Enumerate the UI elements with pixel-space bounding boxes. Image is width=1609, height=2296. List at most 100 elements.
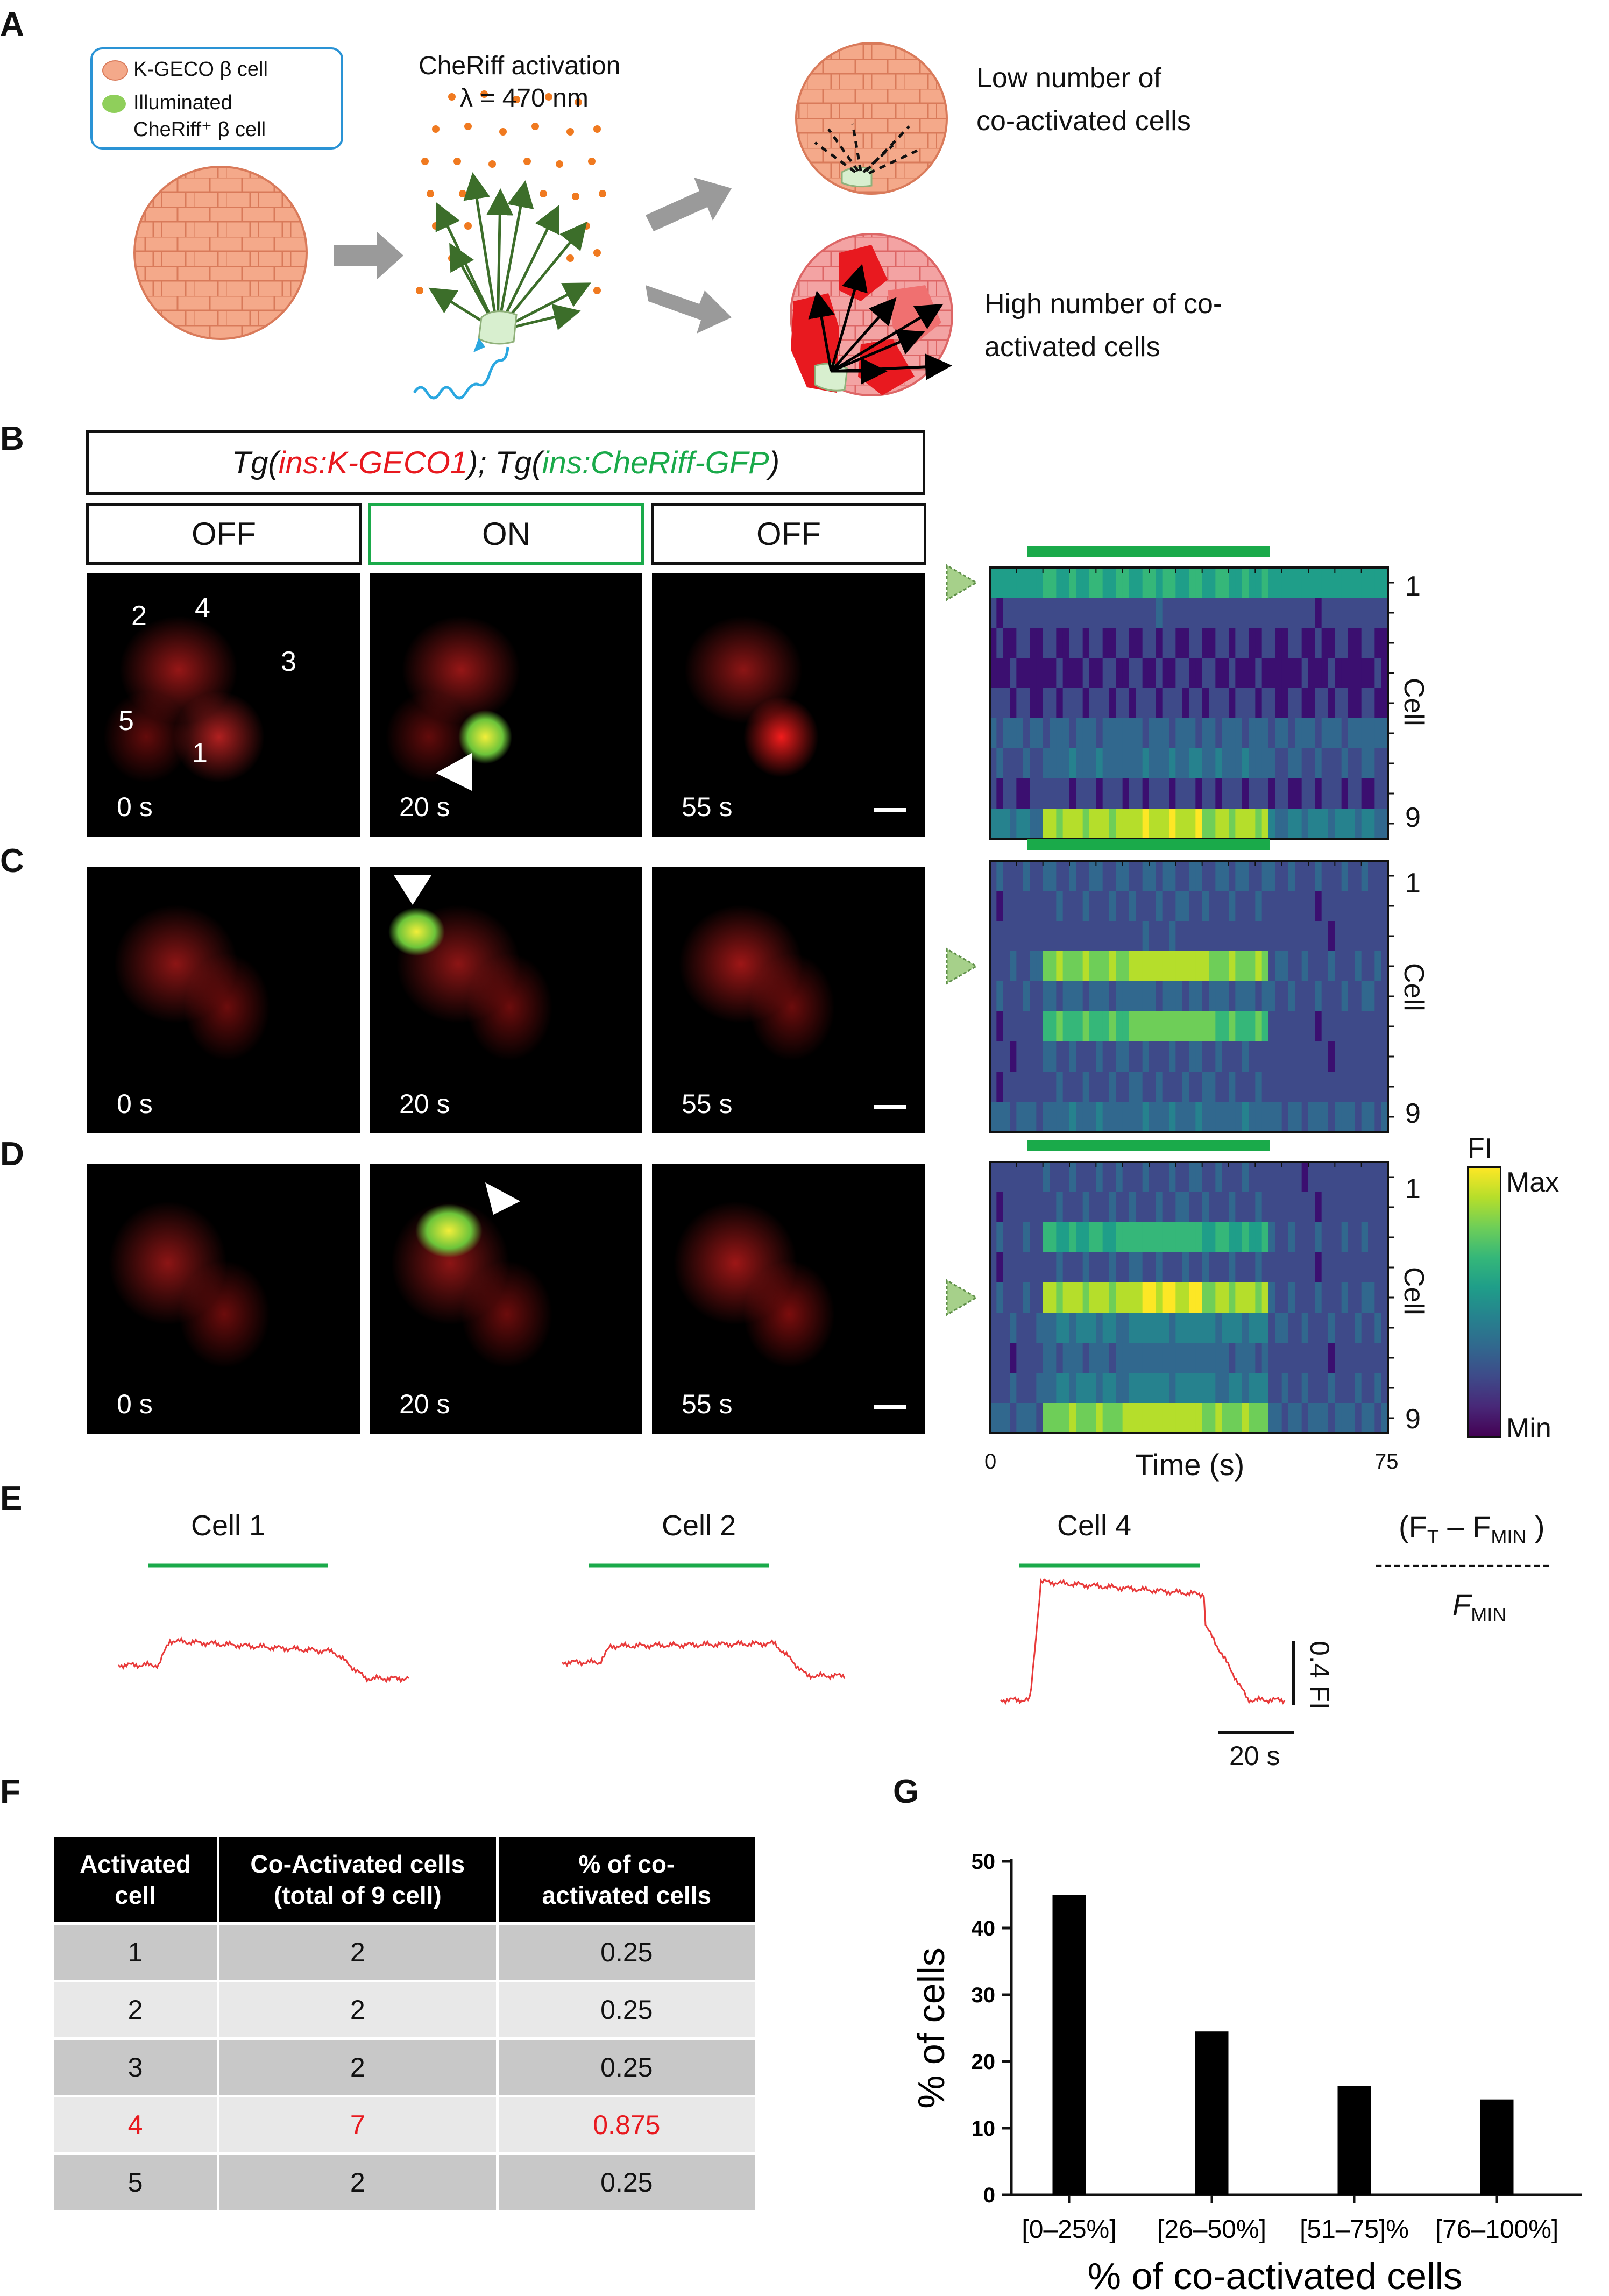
panel-label-a: A	[0, 6, 24, 43]
cell-number-3: 3	[281, 646, 296, 677]
micrograph-d-55s: 55 s	[652, 1164, 925, 1434]
panel-label-d: D	[0, 1136, 24, 1173]
activated-cell-arrow	[946, 947, 978, 985]
bar	[1480, 2099, 1514, 2195]
heatmap-c-axis-label: Cell	[1398, 963, 1429, 1011]
heatmap-b	[946, 546, 1394, 840]
time-label: 0 s	[117, 792, 153, 822]
time-axis-start: 0	[984, 1450, 997, 1473]
x-axis-label: % of co-activated cells	[1088, 2255, 1462, 2296]
x-tick-label: [76–100%]	[1435, 2215, 1559, 2244]
time-label: 20 s	[399, 792, 450, 822]
genotype-part-1: Tg(	[231, 445, 279, 480]
time-axis-title: Time (s)	[1135, 1448, 1245, 1482]
panel-label-g: G	[893, 1773, 919, 1810]
scale-bar	[874, 808, 906, 812]
scale-label-y: 0.4 FI	[1305, 1641, 1335, 1710]
low-coactivation-label-2: co-activated cells	[976, 105, 1191, 137]
micrograph-d-0s: 0 s	[87, 1164, 360, 1434]
trace-title-cell-2: Cell 2	[662, 1510, 736, 1542]
heatmap-d-row-9: 9	[1405, 1404, 1421, 1435]
legend-box	[90, 47, 343, 150]
scale-bar	[874, 1105, 906, 1109]
activated-cell-arrow	[946, 1279, 978, 1316]
y-tick-label: 50	[972, 1850, 996, 1874]
state-box-on: ON	[368, 503, 644, 565]
cell-number-5: 5	[118, 705, 134, 736]
trace-cell-2	[561, 1563, 846, 1681]
time-label: 0 s	[117, 1389, 153, 1419]
bar	[1052, 1895, 1086, 2195]
panel-label-f: F	[0, 1773, 20, 1810]
heatmap-c-row-1: 1	[1405, 868, 1421, 899]
table-row: 2 2 0.25	[54, 1979, 755, 2038]
gray-arrow-1	[334, 231, 403, 280]
y-tick-label: 0	[983, 2184, 995, 2207]
colorbar-min: Min	[1506, 1413, 1551, 1444]
table-header-coactivated: Co-Activated cells (total of 9 cell)	[218, 1837, 499, 1923]
panel-a-illustration	[133, 42, 953, 400]
legend-item-illuminated-1: Illuminated	[133, 91, 232, 114]
calcium-traces	[117, 1563, 1295, 1734]
trace-title-cell-4: Cell 4	[1057, 1510, 1132, 1542]
time-label: 55 s	[682, 1089, 733, 1119]
colorbar-max: Max	[1506, 1167, 1560, 1198]
genotype-part-2: ins:K-GECO1	[278, 445, 468, 480]
activation-label-1: CheRiff activation	[419, 52, 621, 80]
colorbar-title: FI	[1468, 1133, 1493, 1164]
heatmap-b-row-9: 9	[1405, 802, 1421, 833]
trace-cell-4	[1000, 1563, 1286, 1705]
panel-label-b: B	[0, 420, 24, 457]
genotype-part-4: ins:CheRiff-GFP	[542, 445, 769, 480]
gray-arrow-3	[646, 285, 732, 334]
x-tick-label: [0–25%]	[1022, 2215, 1116, 2244]
y-tick-label: 40	[972, 1917, 996, 1940]
heatmap-d-axis-label: Cell	[1398, 1267, 1429, 1315]
trace-cell-1	[117, 1563, 409, 1683]
k-geco-cell-swatch	[102, 60, 128, 81]
formula-line: -------------------	[1374, 1550, 1552, 1578]
cell-number-4: 4	[195, 592, 210, 623]
activated-cell-arrow	[946, 564, 978, 601]
state-box-off-1: OFF	[86, 503, 362, 565]
heatmap-c-row-9: 9	[1405, 1098, 1421, 1129]
genotype-part-5: )	[769, 445, 780, 480]
panel-label-e: E	[0, 1480, 23, 1517]
cell-number-1: 1	[192, 738, 208, 769]
state-box-off-2: OFF	[651, 503, 926, 565]
illuminated-cell	[478, 310, 518, 345]
activation-diagram	[413, 90, 606, 400]
scale-bar	[874, 1405, 906, 1409]
micrograph-c-0s: 0 s	[87, 867, 360, 1133]
formula-numerator: (FT – FMIN )	[1399, 1510, 1545, 1548]
stimulus-bar	[1027, 546, 1270, 557]
table-header-percent: % of co-activated cells	[497, 1837, 755, 1923]
time-label: 55 s	[682, 1389, 733, 1419]
legend-item-illuminated-2: CheRiff⁺ β cell	[133, 118, 266, 141]
micrograph-c-55s: 55 s	[652, 867, 925, 1133]
time-label: 0 s	[117, 1089, 153, 1119]
heatmap-b-row-1: 1	[1405, 571, 1421, 602]
heatmap-c	[946, 839, 1394, 1133]
legend-item-k-geco: K-GECO β cell	[133, 58, 268, 81]
micrograph-c-20s: 20 s	[370, 867, 642, 1133]
heatmap-d-row-1: 1	[1405, 1173, 1421, 1204]
micrograph-b-0s: 2 4 3 5 1 0 s	[87, 573, 360, 837]
table-row-highlighted: 4 7 0.875	[54, 2094, 755, 2153]
scale-label-x: 20 s	[1229, 1741, 1280, 1771]
trace-title-cell-1: Cell 1	[191, 1510, 266, 1542]
table-row: 1 2 0.25	[54, 1922, 755, 1981]
stimulus-bar	[1027, 839, 1270, 850]
bar-chart: 0 10 20 30 40 50 [0–25%] [26–50%] [51–75]% [76–10…	[910, 1850, 1582, 2296]
x-tick-label: [26–50%]	[1157, 2215, 1266, 2244]
heatmap-d	[946, 1140, 1394, 1434]
colorbar	[1467, 1166, 1501, 1438]
time-label: 20 s	[399, 1389, 450, 1419]
illuminated-cell-swatch	[102, 95, 126, 113]
micrograph-b-55s: 55 s	[652, 573, 925, 837]
panel-label-c: C	[0, 842, 24, 880]
coactivation-table: Activated cell Co-Activated cells (total o…	[54, 1837, 755, 2210]
heatmap-svg	[946, 546, 1394, 1434]
time-label: 55 s	[682, 792, 733, 822]
y-axis-label: % of cells	[910, 1947, 952, 2109]
